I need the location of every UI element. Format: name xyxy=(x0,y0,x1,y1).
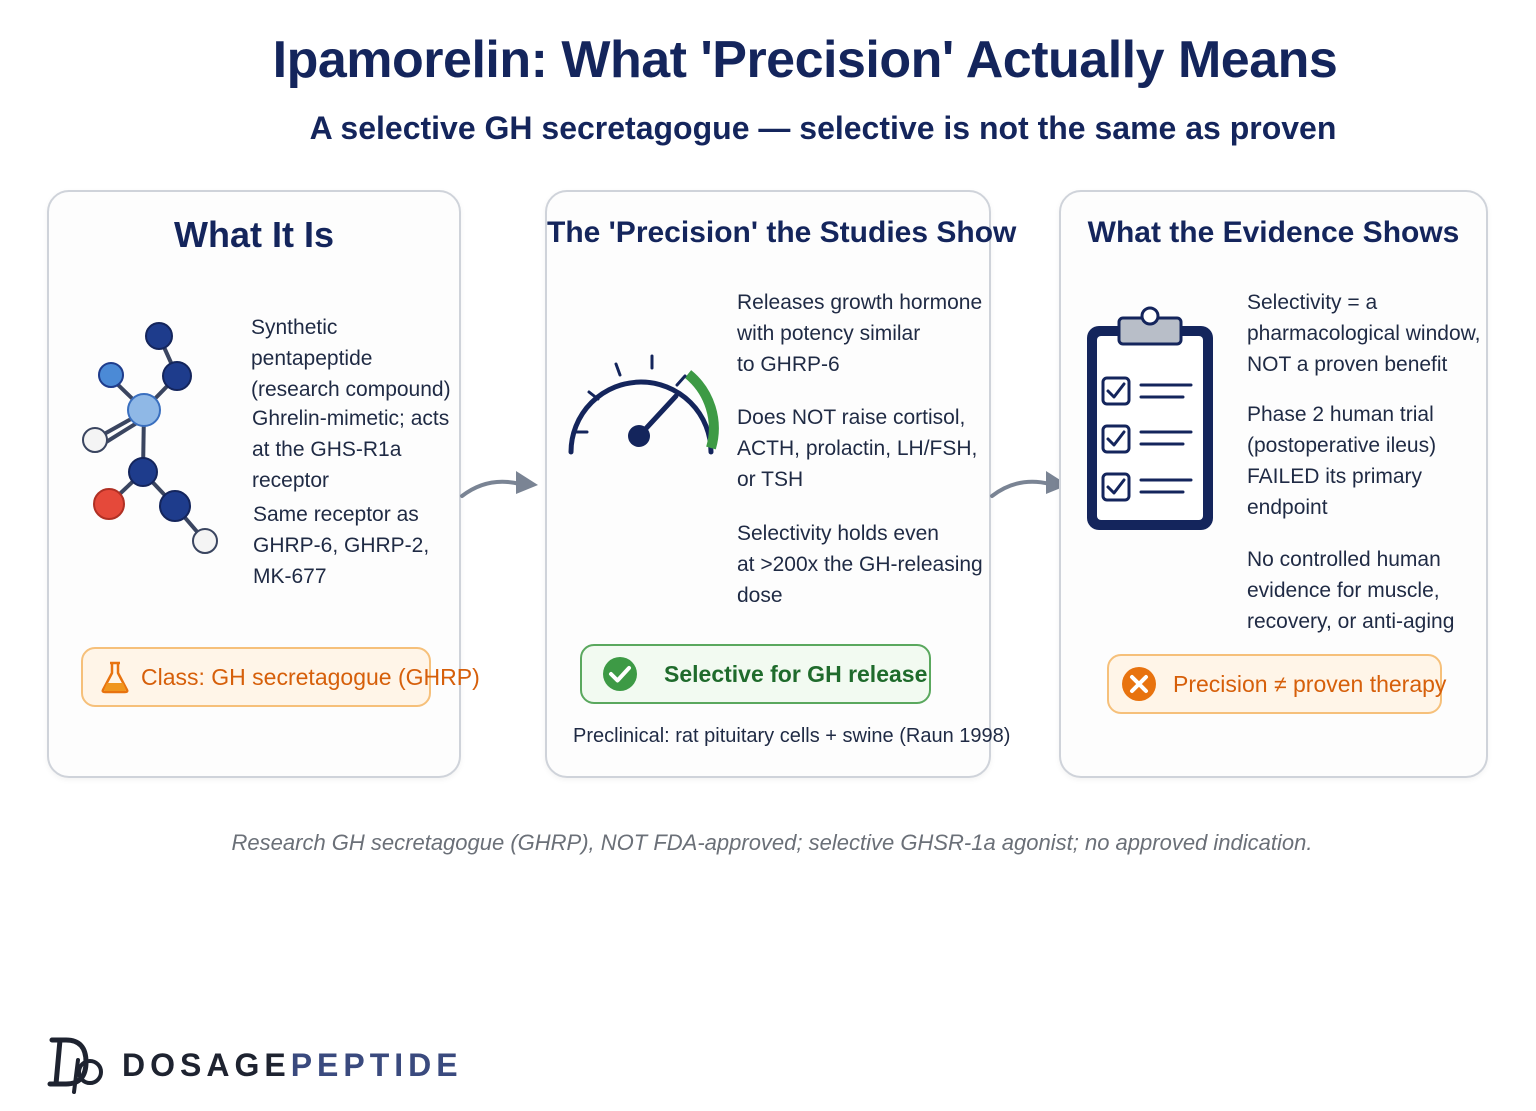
panel-what-it-is: What It Is Synthetic pentapeptide (resear… xyxy=(47,190,480,778)
point-2: Phase 2 human trial (postoperative ileus)… xyxy=(1247,403,1437,519)
check-circle-icon xyxy=(600,656,640,692)
point-3: Same receptor as GHRP-6, GHRP-2, MK-677 xyxy=(253,503,430,588)
selective-badge-label: Selective for GH release xyxy=(664,660,928,687)
disclaimer: Research GH secretagogue (GHRP), NOT FDA… xyxy=(231,830,1313,855)
flask-icon xyxy=(95,660,135,694)
page-title: Ipamorelin: What 'Precision' Actually Me… xyxy=(272,31,1338,89)
panel-title: What It Is xyxy=(174,214,334,255)
point-1: Releases growth hormone with potency simi… xyxy=(737,291,983,376)
precision-badge: Precision ≠ proven therapy xyxy=(1107,654,1446,714)
page-subtitle: A selective GH secretagogue — selective … xyxy=(309,110,1337,146)
x-circle-icon xyxy=(1119,666,1159,702)
class-badge: Class: GH secretagogue (GHRP) xyxy=(81,647,480,707)
panel-precision-studies: The 'Precision' the Studies Show Release… xyxy=(545,190,1017,778)
molecule-icon xyxy=(82,322,218,554)
arrow-right-icon xyxy=(990,471,1068,498)
class-badge-label: Class: GH secretagogue (GHRP) xyxy=(141,663,480,690)
point-1: Synthetic pentapeptide (research compound… xyxy=(251,316,451,401)
gauge-icon xyxy=(568,354,719,455)
point-1: Selectivity = a pharmacological window, NO… xyxy=(1247,291,1481,376)
clipboard-checklist-icon xyxy=(1087,306,1213,530)
point-3: No controlled human evidence for muscle, r… xyxy=(1247,548,1455,633)
logo-wordmark: DOSAGEPEPTIDE xyxy=(122,1046,463,1083)
point-2: Ghrelin-mimetic; acts at the GHS-R1a rece… xyxy=(252,407,450,492)
point-3: Selectivity holds even at >200x the GH-re… xyxy=(737,522,983,607)
logo: DOSAGEPEPTIDE xyxy=(46,1036,463,1094)
dp-monogram-icon xyxy=(47,1037,103,1094)
selective-badge: Selective for GH release xyxy=(580,644,931,704)
precision-badge-label: Precision ≠ proven therapy xyxy=(1173,670,1447,697)
point-2: Does NOT raise cortisol, ACTH, prolactin,… xyxy=(737,406,978,491)
preclinical-note: Preclinical: rat pituitary cells + swine… xyxy=(573,725,1011,747)
arrow-right-icon xyxy=(460,471,538,498)
panel-title: What the Evidence Shows xyxy=(1087,216,1460,249)
panel-title: The 'Precision' the Studies Show xyxy=(547,216,1017,249)
